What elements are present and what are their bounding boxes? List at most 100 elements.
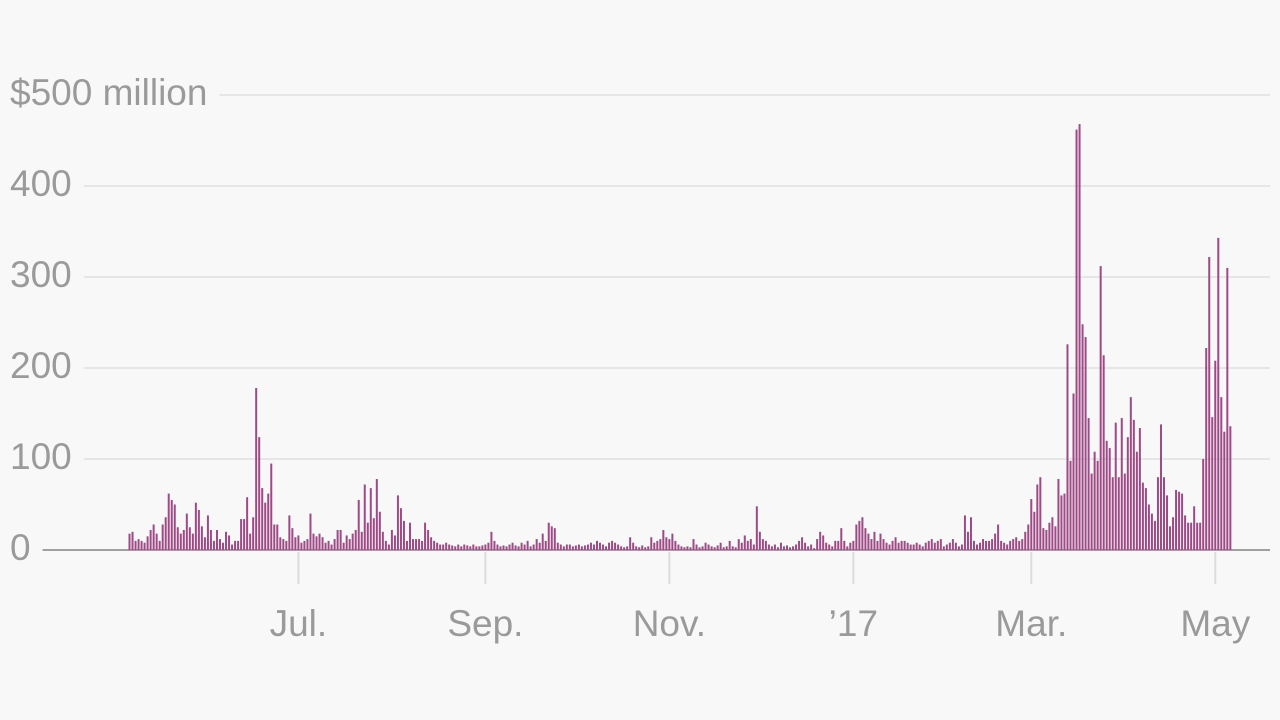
- bar: [1211, 417, 1214, 550]
- bar: [252, 517, 255, 550]
- bar: [795, 544, 798, 550]
- bar: [176, 527, 179, 550]
- bar: [466, 545, 469, 550]
- bar: [879, 533, 882, 550]
- bar: [698, 547, 701, 550]
- bar: [782, 546, 785, 550]
- bar: [903, 540, 906, 550]
- bar: [988, 540, 991, 550]
- bar: [1144, 488, 1147, 550]
- bar: [641, 545, 644, 550]
- bar: [240, 519, 243, 550]
- bar: [378, 511, 381, 550]
- bar: [249, 533, 252, 550]
- bar: [430, 537, 433, 550]
- bar: [864, 528, 867, 550]
- bar: [644, 547, 647, 550]
- bar: [484, 544, 487, 550]
- bar: [1102, 355, 1105, 550]
- bar: [939, 539, 942, 550]
- bar: [523, 544, 526, 550]
- bar: [942, 546, 945, 550]
- bar: [1057, 479, 1060, 550]
- bar: [369, 488, 372, 550]
- bar: [770, 546, 773, 550]
- bar: [1226, 267, 1229, 550]
- bar: [538, 542, 541, 550]
- y-tick-label: 200: [10, 345, 72, 386]
- bar: [360, 531, 363, 550]
- bar: [1181, 493, 1184, 550]
- x-tick-label: May: [1180, 603, 1250, 644]
- bar: [517, 546, 520, 550]
- bar: [1015, 537, 1018, 550]
- bar: [740, 542, 743, 550]
- bar: [1111, 477, 1114, 550]
- bar: [915, 542, 918, 550]
- bar: [785, 545, 788, 550]
- bar: [137, 539, 140, 550]
- bar: [912, 544, 915, 550]
- bar: [713, 547, 716, 550]
- bar: [478, 546, 481, 550]
- bar: [626, 546, 629, 550]
- bar: [237, 540, 240, 550]
- bar: [167, 493, 170, 550]
- bar: [1039, 477, 1042, 550]
- bar: [294, 537, 297, 550]
- bar: [804, 542, 807, 550]
- bar: [264, 502, 267, 550]
- bar: [843, 540, 846, 550]
- bar: [243, 519, 246, 550]
- bar: [384, 540, 387, 550]
- bar: [927, 540, 930, 550]
- bar: [1156, 477, 1159, 550]
- bar: [206, 515, 209, 550]
- bar: [514, 545, 517, 550]
- bar: [764, 540, 767, 550]
- bar: [451, 545, 454, 550]
- bar: [680, 546, 683, 550]
- bar: [855, 524, 858, 550]
- bar: [623, 547, 626, 550]
- bar: [813, 548, 816, 550]
- bar: [297, 535, 300, 550]
- bar: [463, 544, 466, 550]
- bar: [372, 518, 375, 550]
- bar: [957, 546, 960, 550]
- bar: [309, 513, 312, 550]
- bar: [327, 540, 330, 550]
- bar: [1220, 397, 1223, 550]
- bar: [1078, 124, 1081, 551]
- bar: [439, 544, 442, 550]
- bar: [1021, 539, 1024, 550]
- bar: [472, 544, 475, 550]
- bar: [454, 546, 457, 550]
- bar: [692, 539, 695, 550]
- bar: [345, 535, 348, 550]
- bar: [460, 546, 463, 550]
- bar: [457, 544, 460, 550]
- bar: [339, 529, 342, 550]
- bar: [976, 544, 979, 550]
- x-tick-label: ’17: [829, 603, 878, 644]
- bar: [1093, 451, 1096, 550]
- bar: [647, 546, 650, 550]
- bar: [831, 546, 834, 550]
- bar: [357, 499, 360, 550]
- bar: [602, 544, 605, 550]
- bar: [228, 535, 231, 550]
- bar: [496, 544, 499, 550]
- bar: [752, 544, 755, 550]
- bar: [321, 537, 324, 550]
- bar: [390, 529, 393, 550]
- bar: [1060, 495, 1063, 550]
- bar: [930, 539, 933, 550]
- bar: [544, 540, 547, 550]
- bar: [906, 542, 909, 550]
- bar: [179, 533, 182, 550]
- bar: [170, 499, 173, 550]
- bar: [1081, 324, 1084, 550]
- bar: [396, 495, 399, 550]
